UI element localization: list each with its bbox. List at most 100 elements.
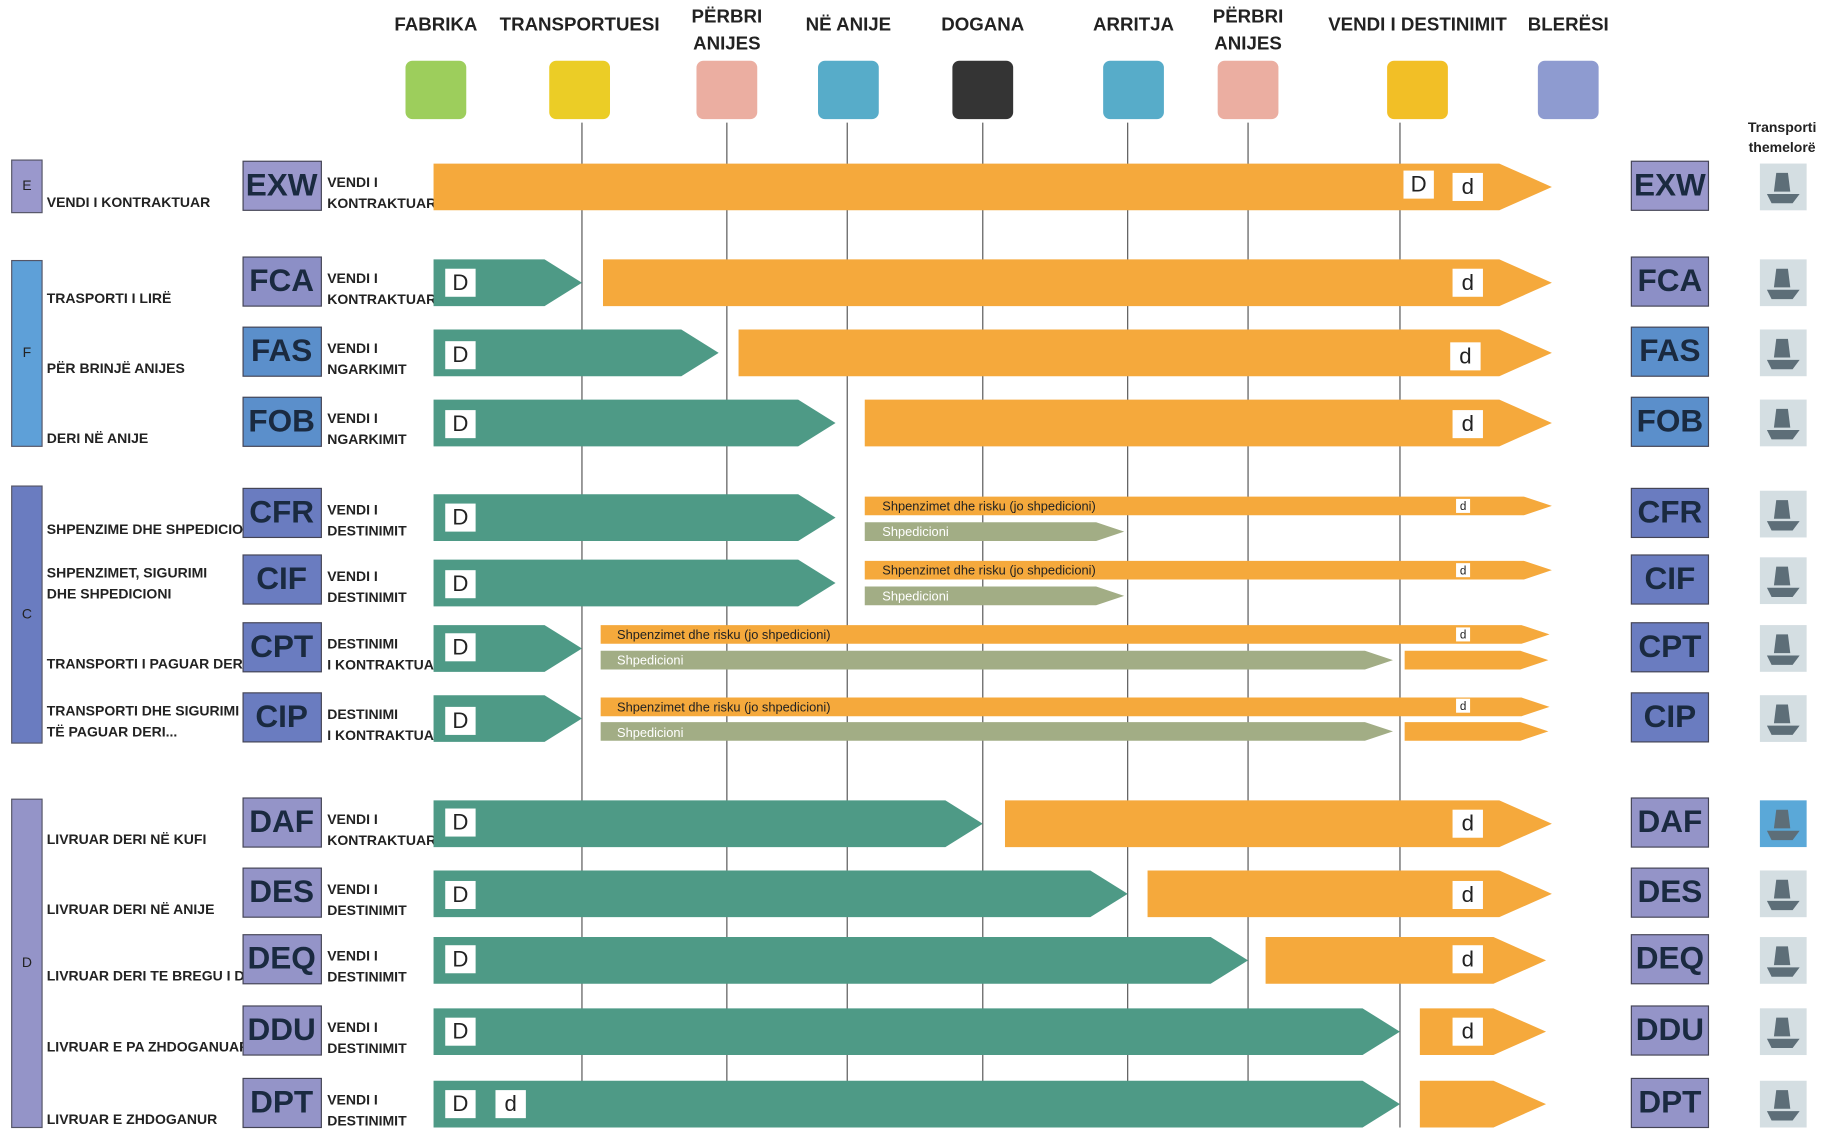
term-code: DDU [247,1011,315,1047]
seller-bar [434,1008,1400,1055]
column-header: DOGANA [941,14,1024,35]
column-header: ARRITJA [1093,14,1174,35]
seller-bar [434,400,836,447]
column-icon [1538,61,1599,119]
term-code: DES [1637,873,1702,909]
bar-label: Shpedicioni [882,524,948,539]
bar-label: Shpenzimet dhe risku (jo shpedicioni) [882,563,1095,578]
mark-label: d [1462,882,1474,907]
mark-label: d [1462,174,1474,199]
column-header: NË ANIJE [806,14,892,35]
column-icon [1103,61,1164,119]
mark-label: d [1462,270,1474,295]
page: {"header":{"columns":[["FABRIKA"],["TRAN… [0,0,1823,1131]
term-place: DESTINIMI [327,636,398,652]
term-description: DHE SHPEDICIONI [47,585,172,601]
term-code: CIF [1645,560,1696,596]
column-header: ANIJES [693,32,761,53]
seller-bar [434,329,719,376]
term-code: FAS [1639,332,1700,368]
term-code: EXW [246,166,318,202]
term-description: LIVRUAR DERI NË KUFI [47,831,207,847]
carriage-bar [601,651,1393,670]
group-letter: D [22,954,32,970]
mark-label: d [1462,411,1474,436]
term-place: DESTINIMI [327,706,398,722]
seller-bar [434,800,983,847]
buyer-bar [1405,722,1549,741]
term-code: DDU [1636,1011,1704,1047]
term-code: FCA [249,262,314,298]
mark-label: D [452,571,468,596]
seller-bar [434,870,1128,917]
term-place: NGARKIMIT [327,361,407,377]
term-code: DPT [250,1083,313,1119]
mark-label: D [452,634,468,659]
mark-label: D [452,708,468,733]
term-code: FCA [1638,262,1703,298]
term-place: DESTINIMIT [327,1040,407,1056]
term-place: I KONTRAKTUAR [327,657,444,673]
carriage-bar [601,722,1393,741]
term-description: VENDI I KONTRAKTUAR [47,194,211,210]
mark-label: D [452,411,468,436]
term-place: VENDI I [327,174,378,190]
bar-label: Shpenzimet dhe risku (jo shpedicioni) [617,627,830,642]
seller-bar [434,1081,1400,1128]
term-code: CIP [1644,698,1697,734]
column-header: VENDI I DESTINIMIT [1328,14,1507,35]
term-code: DEQ [1636,940,1704,976]
mark-label: D [452,882,468,907]
term-code: DEQ [247,940,315,976]
term-place: VENDI I [327,1019,378,1035]
term-place: DESTINIMIT [327,902,407,918]
incoterms-diagram: FABRIKATRANSPORTUESIPËRBRIANIJESNË ANIJE… [0,0,1823,1131]
term-place: VENDI I [327,340,378,356]
column-header: TRANSPORTUESI [500,14,660,35]
bar-label: Shpedicioni [617,725,683,740]
column-header: BLERËSI [1528,14,1609,35]
mark-label: D [452,946,468,971]
term-place: DESTINIMIT [327,522,407,538]
transport-header: Transporti [1748,119,1817,135]
group-letter: E [22,177,31,193]
mark-label: d [1462,946,1474,971]
term-code: FOB [248,402,315,438]
term-place: VENDI I [327,881,378,897]
term-description: TRASPORTI I LIRË [47,290,172,306]
buyer-bar [1405,651,1549,670]
column-header: PËRBRI [692,5,763,26]
column-icon [406,61,467,119]
term-description: DERI NË ANIJE [47,430,149,446]
term-code: DAF [1638,803,1703,839]
term-code: DES [249,873,314,909]
buyer-bar [434,164,1552,211]
term-place: VENDI I [327,270,378,286]
term-code: DPT [1638,1083,1701,1119]
mark-label: d [505,1091,517,1116]
term-place: VENDI I [327,410,378,426]
term-code: DAF [249,803,314,839]
term-place: I KONTRAKTUAR [327,727,444,743]
term-code: CFR [249,493,314,529]
column-icon [1218,61,1279,119]
column-icon [818,61,879,119]
mark-label: d [1460,700,1467,713]
term-description: TRANSPORTI I PAGUAR DERI... [47,656,259,672]
seller-bar [434,937,1249,984]
term-place: VENDI I [327,948,378,964]
mark-label: D [452,342,468,367]
mark-label: D [452,1019,468,1044]
bar-label: Shpedicioni [617,653,683,668]
group-letter: F [23,344,32,360]
mark-label: D [452,270,468,295]
seller-bar [434,494,836,541]
term-place: KONTRAKTUAR [327,291,436,307]
term-code: FOB [1637,402,1704,438]
buyer-bar [739,329,1552,376]
buyer-bar [603,259,1552,306]
bar-label: Shpenzimet dhe risku (jo shpedicioni) [882,498,1095,513]
term-place: VENDI I [327,1091,378,1107]
term-code: EXW [1634,166,1706,202]
seller-bar [434,560,836,607]
